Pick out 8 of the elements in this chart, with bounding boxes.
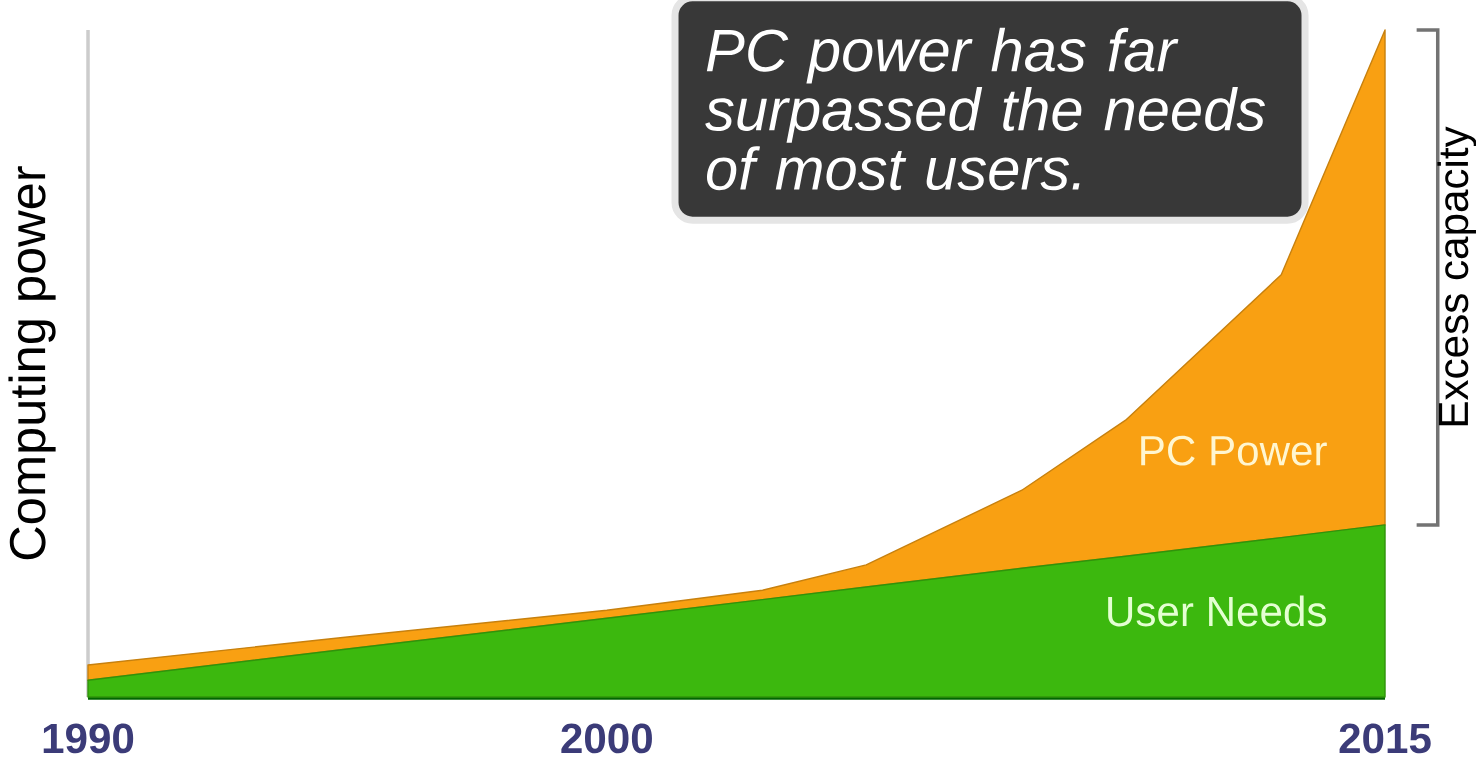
x-tick-label: 2000 (561, 723, 652, 754)
x-tick-label: 1990 (43, 723, 134, 754)
series-label: User Needs (1108, 595, 1326, 627)
y-axis-title: Computing power (8, 166, 56, 560)
x-tick-label: 2015 (1339, 723, 1431, 754)
series-label: PC Power (1141, 435, 1327, 466)
annotation: PC power has far surpassed the needs of most users. (705, 27, 1266, 191)
text: Excess capacity (1437, 126, 1476, 426)
